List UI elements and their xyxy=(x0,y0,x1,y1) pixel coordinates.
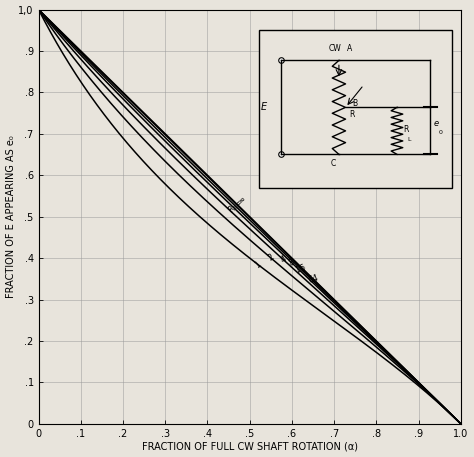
Text: 2: 2 xyxy=(266,253,275,263)
Text: 8: 8 xyxy=(288,258,296,268)
Text: 64: 64 xyxy=(307,273,319,285)
Text: 0: 0 xyxy=(438,130,442,135)
Text: R: R xyxy=(349,110,354,119)
Text: R: R xyxy=(403,125,409,134)
Text: B: B xyxy=(352,99,357,107)
X-axis label: FRACTION OF FULL CW SHAFT ROTATION (α): FRACTION OF FULL CW SHAFT ROTATION (α) xyxy=(142,441,358,452)
Text: CW: CW xyxy=(329,44,342,53)
Text: C: C xyxy=(331,159,336,168)
Text: L: L xyxy=(407,137,410,142)
Text: E: E xyxy=(261,102,267,112)
Text: A: A xyxy=(347,44,353,53)
Text: e: e xyxy=(433,119,438,128)
Y-axis label: FRACTION OF E APPEARING AS e₀: FRACTION OF E APPEARING AS e₀ xyxy=(6,135,16,298)
Text: 4: 4 xyxy=(279,255,288,265)
Text: 16: 16 xyxy=(294,263,307,275)
Text: Rₗ=∞: Rₗ=∞ xyxy=(227,194,247,214)
Text: 1: 1 xyxy=(254,260,263,270)
